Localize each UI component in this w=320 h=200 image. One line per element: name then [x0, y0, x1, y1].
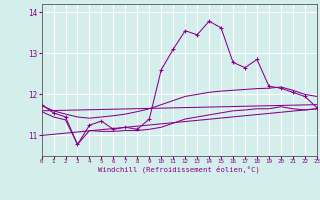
X-axis label: Windchill (Refroidissement éolien,°C): Windchill (Refroidissement éolien,°C)	[98, 166, 260, 173]
